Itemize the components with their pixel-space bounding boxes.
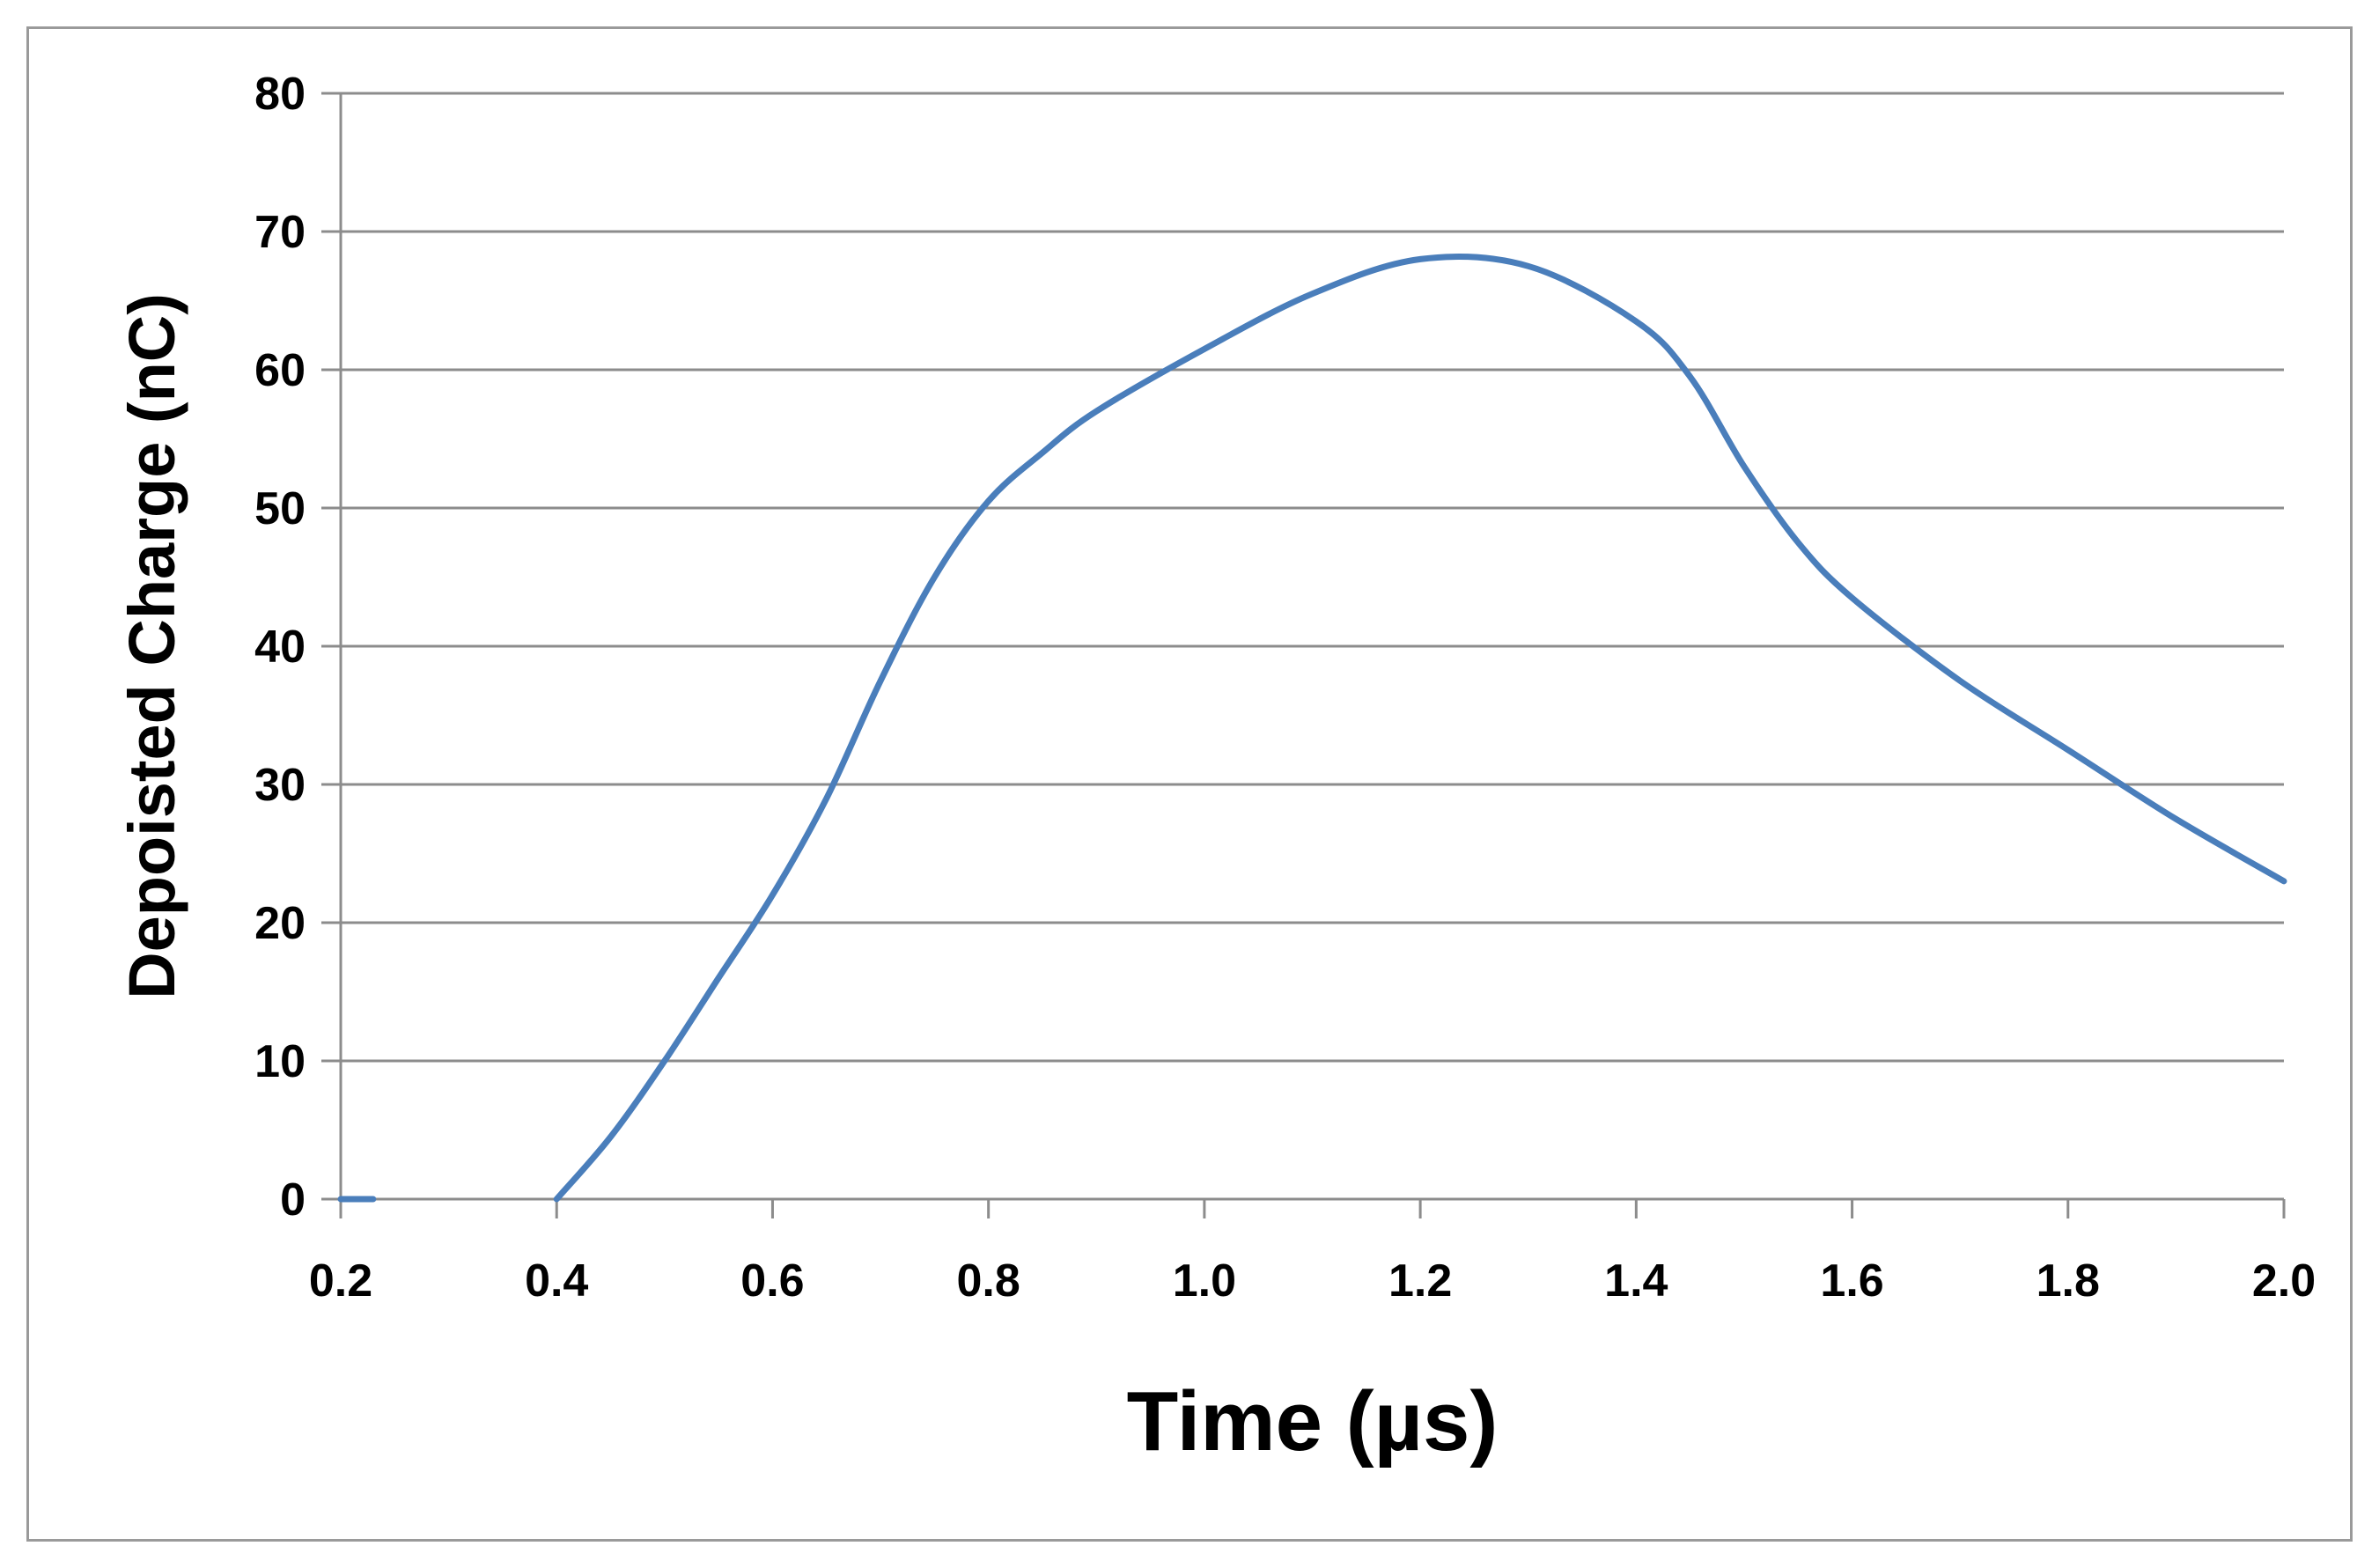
x-tick-label: 0.4 xyxy=(525,1255,588,1307)
y-tick-label: 0 xyxy=(280,1174,306,1226)
series-layer xyxy=(337,254,2287,1203)
y-tick-label: 20 xyxy=(254,898,306,949)
y-axis-title: Depoisted Charge (nC) xyxy=(115,293,188,999)
x-tick-label: 1.8 xyxy=(2037,1255,2100,1307)
y-tick-labels: 0 10 20 30 40 50 60 70 80 xyxy=(254,69,306,1226)
x-tick-label: 1.0 xyxy=(1173,1255,1236,1307)
x-tick-label: 0.2 xyxy=(309,1255,372,1307)
y-tick-label: 40 xyxy=(254,622,306,673)
y-tick-label: 80 xyxy=(254,69,306,120)
gridlines xyxy=(341,92,2284,1063)
x-tick-label: 0.6 xyxy=(740,1255,804,1307)
x-tick-label: 0.8 xyxy=(957,1255,1020,1307)
x-tick-labels: 0.2 0.4 0.6 0.8 1.0 1.2 1.4 1.6 1.8 2.0 xyxy=(309,1255,2316,1307)
x-tick-label: 2.0 xyxy=(2252,1255,2316,1307)
chart-frame: 0 10 20 30 40 50 60 70 80 0.2 0.4 0.6 0.8 1.0 1.2 1.4 1… xyxy=(26,26,2353,1542)
x-tick-label: 1.6 xyxy=(1820,1255,1883,1307)
series-line xyxy=(553,254,2287,1203)
y-tick-label: 70 xyxy=(254,207,306,258)
x-axis-title: Time (µs) xyxy=(1127,1374,1499,1469)
y-tick-label: 10 xyxy=(254,1036,306,1087)
y-tick-label: 50 xyxy=(254,483,306,534)
x-tick-label: 1.2 xyxy=(1388,1255,1452,1307)
axes xyxy=(321,92,2286,1218)
y-tick-label: 30 xyxy=(254,760,306,811)
line-chart: 0 10 20 30 40 50 60 70 80 0.2 0.4 0.6 0.8 1.0 1.2 1.4 1… xyxy=(115,69,2316,1469)
x-tick-label: 1.4 xyxy=(1604,1255,1668,1307)
y-tick-label: 60 xyxy=(254,345,306,396)
